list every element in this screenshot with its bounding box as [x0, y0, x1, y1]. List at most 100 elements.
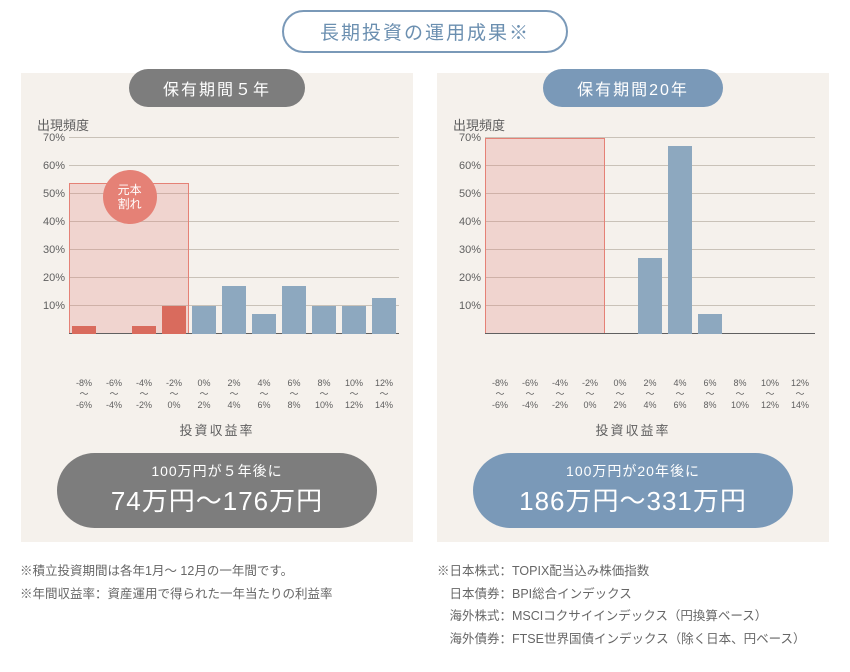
bar-slot — [575, 138, 605, 334]
x-tick: 10%〜12% — [339, 378, 369, 410]
footnote-line: ※積立投資期間は各年1月～ 12月の一年間です。 — [20, 560, 413, 583]
loss-badge: 元本割れ — [103, 170, 157, 224]
charts-row: 保有期間５年出現頻度70%60%50%40%30%20%10%元本割れ-8%〜-… — [20, 73, 830, 542]
bar-slot — [515, 138, 545, 334]
result-top: 100万円が５年後に — [67, 461, 367, 481]
x-axis-label: 投資収益率 — [451, 420, 815, 439]
y-tick: 70% — [35, 133, 65, 144]
result-top: 100万円が20年後に — [483, 461, 783, 481]
y-tick: 30% — [451, 245, 481, 256]
x-tick: 0%〜2% — [605, 378, 635, 410]
bar-slot — [69, 138, 99, 334]
footnote-line: ※日本株式：TOPIX配当込み株価指数 — [437, 560, 830, 583]
x-tick: 10%〜12% — [755, 378, 785, 410]
bar — [162, 306, 185, 334]
y-tick: 30% — [35, 245, 65, 256]
bar-slot — [219, 138, 249, 334]
y-axis: 70%60%50%40%30%20%10% — [451, 138, 485, 334]
x-tick: 8%〜10% — [725, 378, 755, 410]
footnotes-right: ※日本株式：TOPIX配当込み株価指数 日本債券：BPI総合インデックス 海外株… — [437, 560, 830, 650]
bar — [312, 306, 335, 334]
chart-area: 70%60%50%40%30%20%10%元本割れ — [35, 138, 399, 374]
bar-slot — [159, 138, 189, 334]
y-tick: 10% — [451, 301, 481, 312]
x-tick: -6%〜-4% — [515, 378, 545, 410]
bar-slot — [189, 138, 219, 334]
bar-slot — [695, 138, 725, 334]
x-tick: 0%〜2% — [189, 378, 219, 410]
y-tick: 40% — [451, 217, 481, 228]
bar-slot — [339, 138, 369, 334]
y-tick: 10% — [35, 301, 65, 312]
bar-slot — [129, 138, 159, 334]
main-title: 長期投資の運用成果※ — [282, 10, 568, 53]
plot — [485, 138, 815, 334]
bar — [192, 306, 215, 334]
x-tick: -4%〜-2% — [129, 378, 159, 410]
bar-slot — [369, 138, 399, 334]
bar-slot — [99, 138, 129, 334]
bar — [668, 146, 691, 334]
y-tick: 60% — [35, 161, 65, 172]
panel-badge: 保有期間５年 — [129, 69, 305, 107]
y-tick: 70% — [451, 133, 481, 144]
bar — [638, 258, 661, 334]
x-tick: -2%〜0% — [575, 378, 605, 410]
x-tick: -8%〜-6% — [485, 378, 515, 410]
y-axis-label: 出現頻度 — [37, 115, 399, 134]
bar-slot — [755, 138, 785, 334]
bars — [69, 138, 399, 334]
result-pill: 100万円が20年後に186万円～331万円 — [473, 453, 793, 528]
x-axis: -8%〜-6%-6%〜-4%-4%〜-2%-2%〜0%0%〜2%2%〜4%4%〜… — [485, 378, 815, 410]
bar — [372, 298, 395, 334]
x-tick: 12%〜14% — [369, 378, 399, 410]
main-title-wrap: 長期投資の運用成果※ — [20, 10, 830, 53]
y-tick: 20% — [35, 273, 65, 284]
y-tick: 60% — [451, 161, 481, 172]
chart-panel: 保有期間５年出現頻度70%60%50%40%30%20%10%元本割れ-8%〜-… — [21, 73, 413, 542]
bar-slot — [605, 138, 635, 334]
y-tick: 50% — [35, 189, 65, 200]
bar — [282, 286, 305, 334]
footnote-line: 日本債券：BPI総合インデックス — [437, 583, 830, 606]
plot: 元本割れ — [69, 138, 399, 334]
y-tick: 20% — [451, 273, 481, 284]
bar — [132, 326, 155, 334]
y-axis-label: 出現頻度 — [453, 115, 815, 134]
panel-badge: 保有期間20年 — [543, 69, 723, 107]
bar-slot — [485, 138, 515, 334]
x-axis-label: 投資収益率 — [35, 420, 399, 439]
bar-slot — [665, 138, 695, 334]
x-tick: 2%〜4% — [635, 378, 665, 410]
x-tick: 6%〜8% — [279, 378, 309, 410]
x-tick: -4%〜-2% — [545, 378, 575, 410]
bar-slot — [785, 138, 815, 334]
bar-slot — [725, 138, 755, 334]
y-tick: 50% — [451, 189, 481, 200]
footnotes: ※積立投資期間は各年1月～ 12月の一年間です。※年間収益率：資産運用で得られた… — [20, 560, 830, 650]
x-tick: 6%〜8% — [695, 378, 725, 410]
bar — [252, 314, 275, 334]
x-tick: -6%〜-4% — [99, 378, 129, 410]
footnote-line: ※年間収益率：資産運用で得られた一年当たりの利益率 — [20, 583, 413, 606]
x-axis: -8%〜-6%-6%〜-4%-4%〜-2%-2%〜0%0%〜2%2%〜4%4%〜… — [69, 378, 399, 410]
bars — [485, 138, 815, 334]
footnote-line: 海外債券：FTSE世界国債インデックス（除く日本、円ベース） — [437, 628, 830, 651]
bar-slot — [279, 138, 309, 334]
result-pill: 100万円が５年後に74万円～176万円 — [57, 453, 377, 528]
y-axis: 70%60%50%40%30%20%10% — [35, 138, 69, 334]
bar-slot — [249, 138, 279, 334]
result-main: 186万円～331万円 — [483, 481, 783, 518]
bar-slot — [635, 138, 665, 334]
footnote-line: 海外株式：MSCIコクサイインデックス（円換算ベース） — [437, 605, 830, 628]
y-tick: 40% — [35, 217, 65, 228]
bar — [72, 326, 95, 334]
bar — [342, 306, 365, 334]
x-tick: 8%〜10% — [309, 378, 339, 410]
x-tick: 2%〜4% — [219, 378, 249, 410]
x-tick: 12%〜14% — [785, 378, 815, 410]
x-tick: 4%〜6% — [249, 378, 279, 410]
x-tick: 4%〜6% — [665, 378, 695, 410]
x-tick: -2%〜0% — [159, 378, 189, 410]
result-main: 74万円～176万円 — [67, 481, 367, 518]
